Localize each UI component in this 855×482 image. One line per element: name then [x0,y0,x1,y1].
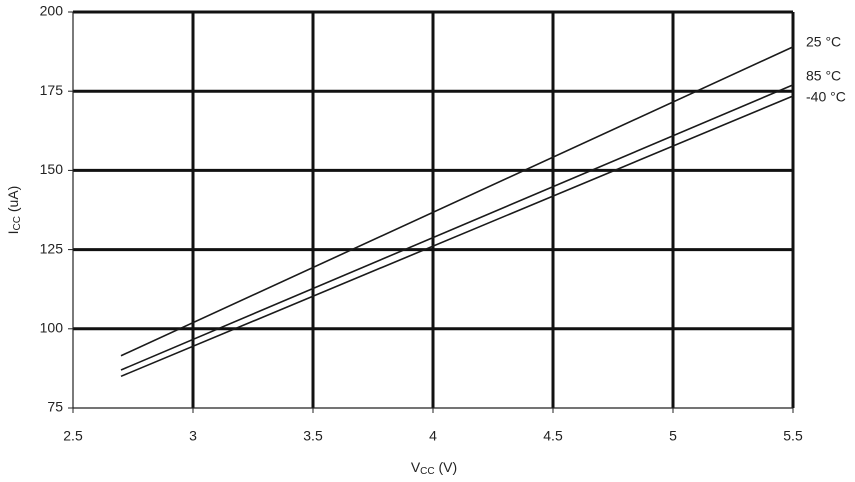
y-tick-label: 150 [40,161,64,177]
y-tick-label: 100 [40,320,64,336]
series-label: 25 °C [806,34,841,50]
series-label: 85 °C [806,68,841,84]
x-tick-label: 4.5 [543,428,563,444]
x-tick-label: 5 [669,428,677,444]
series-line [120,46,794,357]
x-label-base: V [411,459,421,475]
x-tick-label: 5.5 [783,428,803,444]
series-label: -40 °C [806,89,846,105]
x-tick-label: 2.5 [63,428,83,444]
x-tick-label: 4 [429,428,437,444]
y-tick-label: 75 [47,399,63,415]
y-tick-label: 125 [40,240,64,256]
y-label-base: I [5,230,21,234]
y-tick-label: 175 [40,82,64,98]
series-line [120,95,794,378]
y-label-unit: (uA) [5,186,21,216]
x-label-unit: (V) [435,459,458,475]
y-axis-label: ICC (uA) [5,186,23,235]
x-label-sub: CC [420,466,434,477]
y-tick-label: 200 [40,3,64,19]
x-tick-label: 3 [189,428,197,444]
x-tick-label: 3.5 [303,428,323,444]
y-label-sub: CC [12,216,23,230]
x-axis-label: VCC (V) [411,459,457,477]
series-line [120,84,794,371]
